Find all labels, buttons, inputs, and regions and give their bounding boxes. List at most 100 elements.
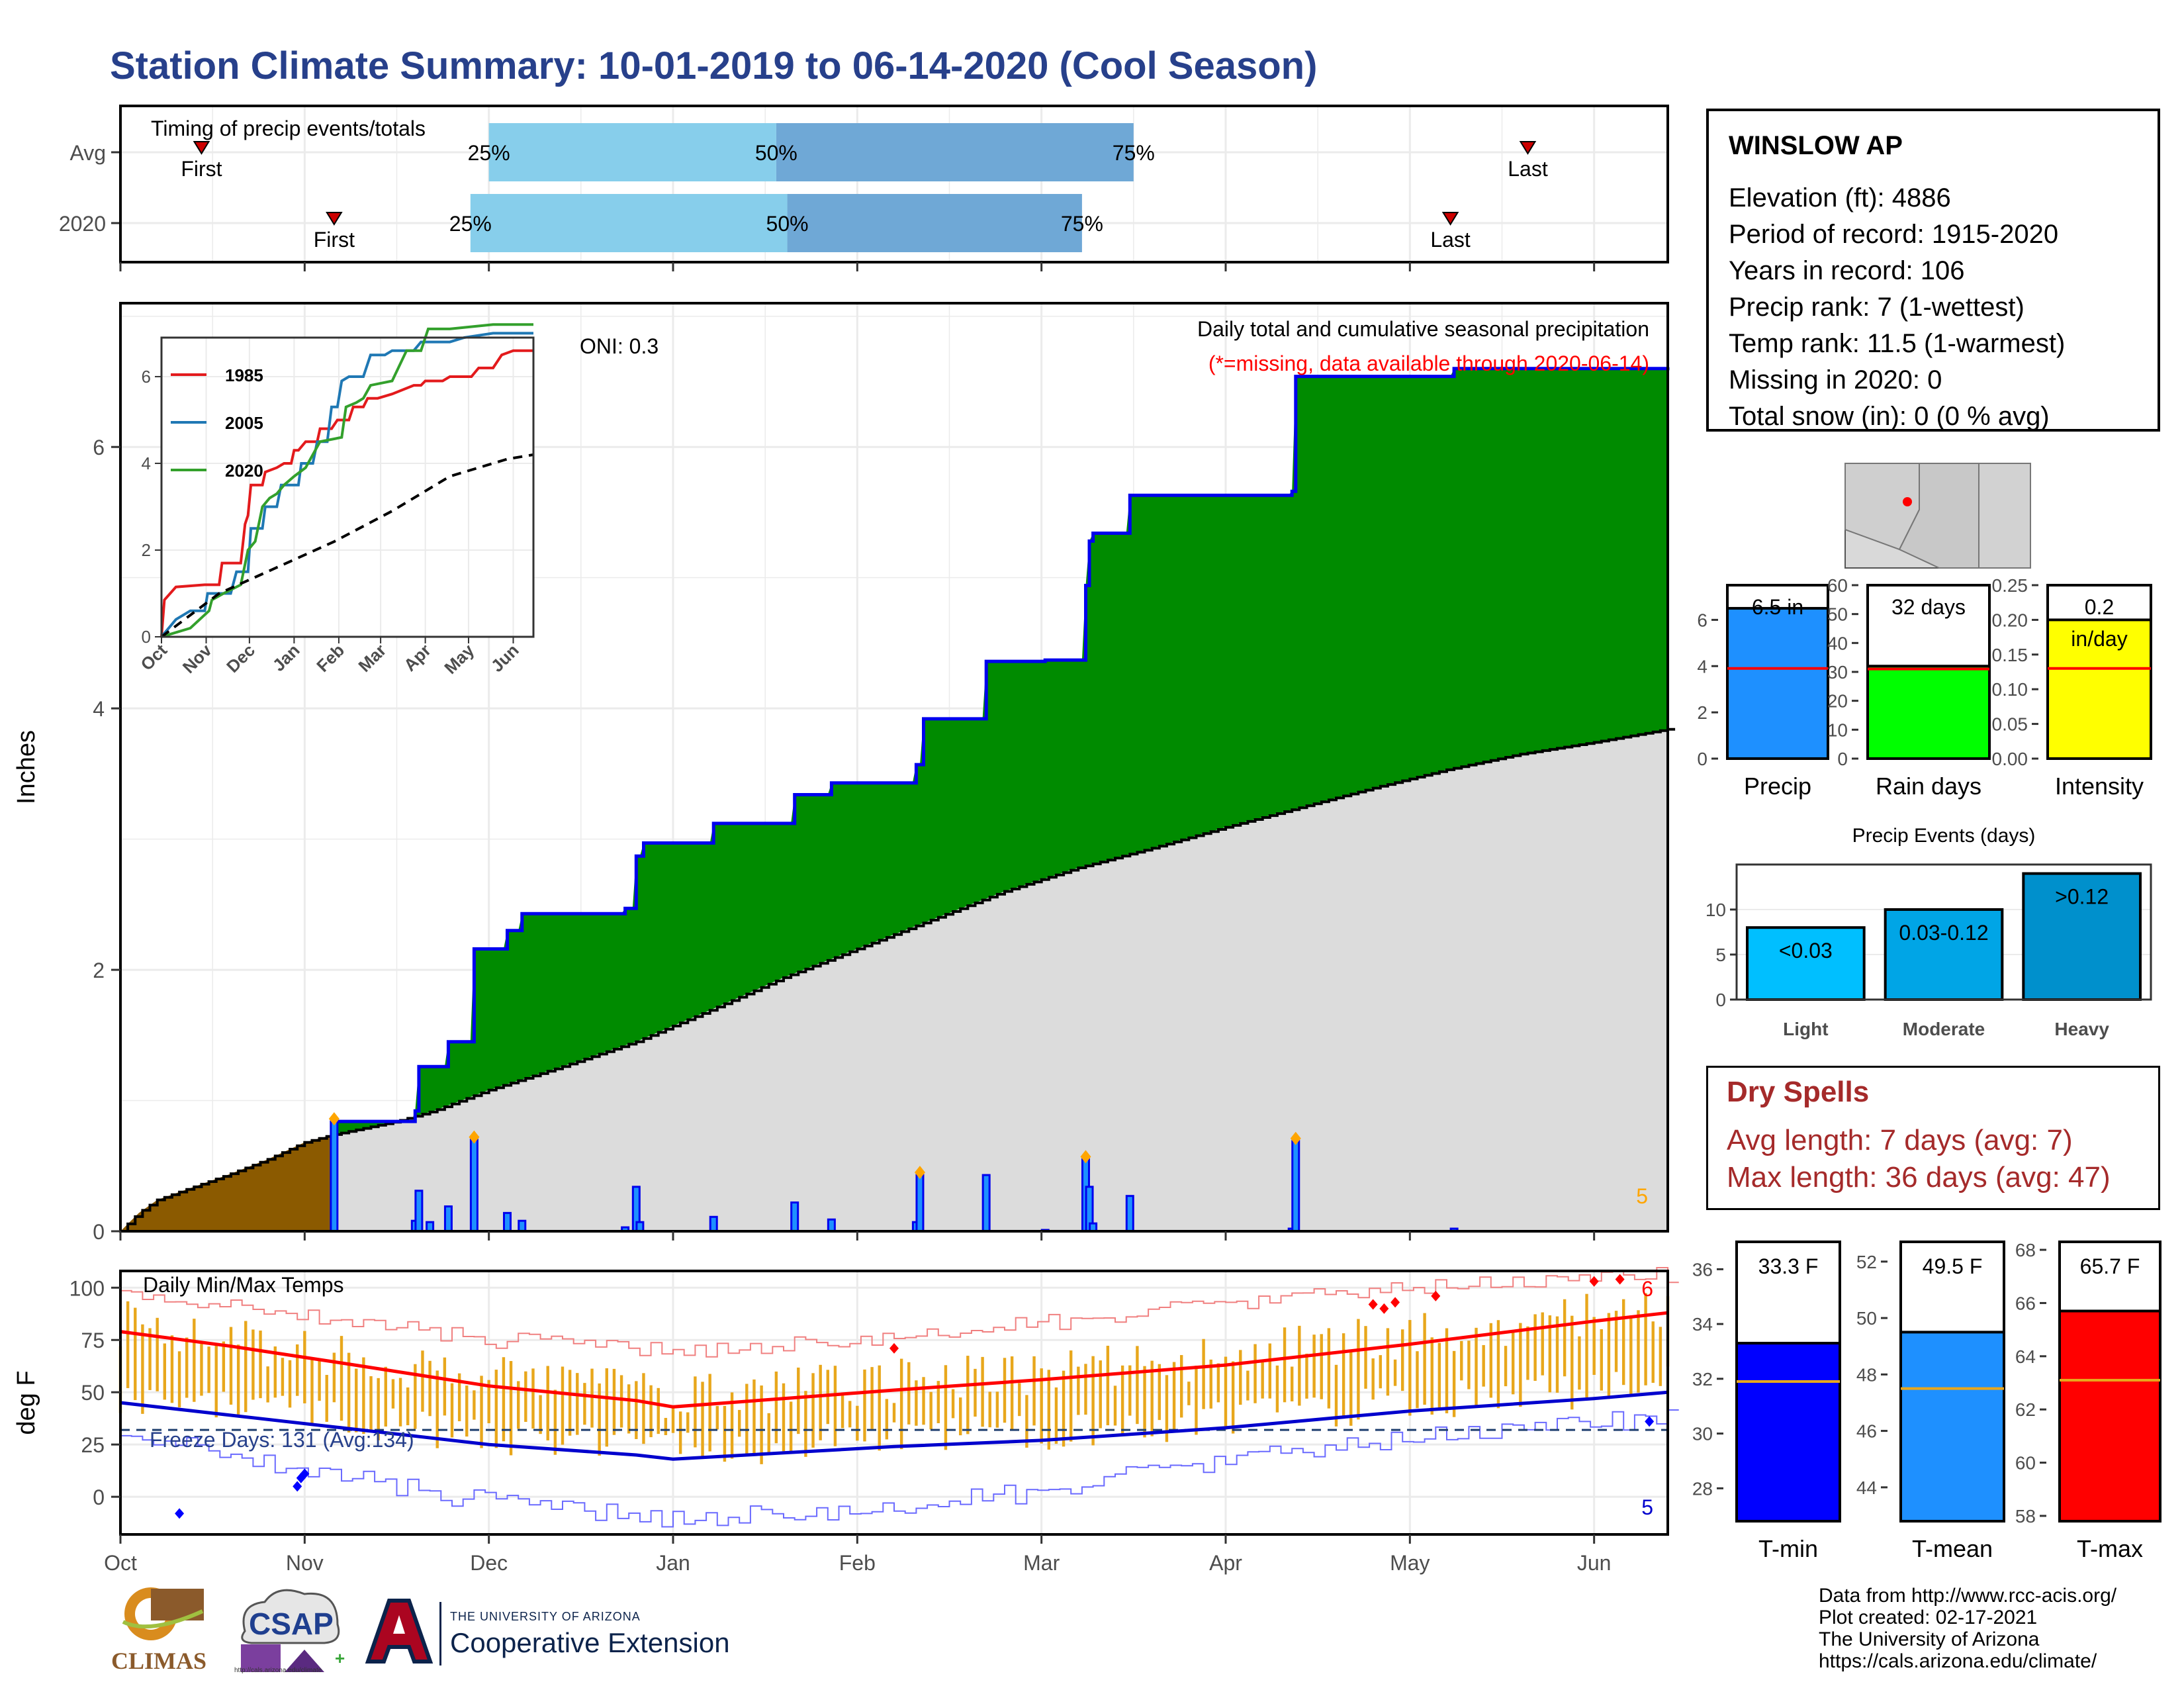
temp-daily-bar (1120, 1365, 1124, 1435)
temp-daily-bar (966, 1356, 970, 1434)
temp-daily-bar (251, 1329, 255, 1400)
inset-legend-label: 2020 (225, 461, 263, 481)
temp-daily-bar (635, 1381, 638, 1439)
station-years: Years in record: 106 (1729, 256, 1965, 285)
temp-daily-bar (1275, 1365, 1279, 1413)
temp-daily-bar (1231, 1361, 1235, 1434)
temp-daily-bar (539, 1395, 542, 1434)
temp-record-high-marker (1589, 1276, 1599, 1287)
precip-oni-annotation: ONI: 0.3 (580, 334, 659, 358)
precip_total-ytick-label: 4 (1697, 656, 1707, 677)
temp-record-low-marker (300, 1468, 310, 1479)
temp-daily-bar (273, 1346, 277, 1398)
tmax-ytick-label: 64 (2015, 1346, 2036, 1367)
temp-daily-bar (288, 1360, 292, 1408)
precip-panel-border (119, 302, 1669, 1233)
temp-daily-bar (1143, 1366, 1146, 1438)
tmax-bar (2058, 1309, 2161, 1523)
timing-bar-q25-q50 (488, 123, 776, 181)
ua-logo-big-text: Cooperative Extension (450, 1627, 730, 1658)
temp-daily-bar (863, 1369, 866, 1442)
temp-freeze-annotation: Freeze Days: 131 (Avg:134) (150, 1428, 414, 1452)
climas-logo-text: CLIMAS (111, 1648, 207, 1674)
inset-bg (161, 338, 533, 637)
temp-record-high-marker (1390, 1297, 1400, 1308)
temp-daily-bar (1437, 1342, 1441, 1411)
temp-daily-bar (435, 1370, 439, 1448)
credit-plot-created: Plot created: 02-17-2021 (1819, 1607, 2038, 1628)
inset-legend-label: 1985 (225, 365, 263, 385)
temp-daily-bar (951, 1389, 955, 1419)
temp-daily-bar (1224, 1356, 1228, 1430)
temp-daily-bar (303, 1331, 306, 1404)
temp-daily-bar (1099, 1360, 1102, 1429)
precip_total-bar (1726, 606, 1829, 761)
temp-daily-bar (1195, 1366, 1198, 1435)
tmean-ytick-label: 50 (1856, 1308, 1877, 1329)
temp-daily-bar (369, 1376, 373, 1430)
temp-daily-bar (561, 1366, 565, 1445)
temp-daily-bar (1393, 1359, 1397, 1386)
station-period: Period of record: 1915-2020 (1729, 220, 2059, 249)
temp-daily-bar (428, 1360, 432, 1417)
precip-daily-bar (330, 1120, 339, 1233)
temp-daily-bar (1077, 1366, 1080, 1415)
timing-last-label: Last (1508, 157, 1548, 181)
temp-daily-bar (664, 1417, 668, 1435)
temp-daily-bar (502, 1357, 506, 1442)
precip-daily-bar (426, 1221, 435, 1233)
temp-daily-bar (281, 1358, 285, 1396)
temp-daily-bar (738, 1409, 741, 1437)
tmin-ytick-label: 32 (1692, 1369, 1713, 1389)
timing-q25-label: 25% (449, 212, 492, 236)
temp-daily-bar (1018, 1383, 1021, 1417)
temp-xtick-label: Mar (1023, 1551, 1060, 1575)
summary-precip_total: 6.5 in 0 2 4 6 Precip (1697, 584, 1837, 800)
temp-daily-bar (568, 1370, 572, 1436)
temp-daily-bar (531, 1368, 535, 1429)
temp-daily-bar (377, 1378, 380, 1440)
temp-daily-bar (1585, 1293, 1588, 1397)
timing-row-label: 2020 (59, 212, 106, 236)
temp-daily-bar (678, 1411, 682, 1454)
credit-data-source: Data from http://www.rcc-acis.org/ (1819, 1585, 2117, 1607)
timing-last-marker (1441, 212, 1459, 226)
temp-daily-bar (1629, 1315, 1633, 1396)
temp-title: Daily Min/Max Temps (143, 1273, 343, 1297)
temp-daily-bar (296, 1344, 299, 1396)
precip-daily-bar (709, 1215, 718, 1233)
summary-tmin: 33.3 F 28 30 32 34 36 T-min (1692, 1241, 1853, 1562)
temp-daily-bar (767, 1413, 770, 1453)
precip-top-event-marker (914, 1166, 925, 1180)
timing-bar-q25-q50 (470, 194, 788, 252)
tmean-ytick-label: 52 (1856, 1252, 1877, 1272)
timing-title: Timing of precip events/totals (151, 117, 426, 140)
temp-daily-bar (325, 1375, 328, 1422)
temp-daily-bar (1386, 1328, 1390, 1396)
ua-logo-small-text: THE UNIVERSITY OF ARIZONA (450, 1610, 641, 1623)
inset-ytick-label: 6 (142, 367, 151, 387)
temp-daily-bar (1091, 1356, 1095, 1446)
temp-daily-bar (126, 1301, 130, 1388)
tmin-ytick-label: 28 (1692, 1478, 1713, 1499)
tmin-value-label: 33.3 F (1758, 1254, 1819, 1278)
temp-ytick-label: 25 (81, 1433, 105, 1457)
temp-daily-bar (1180, 1355, 1183, 1418)
temp-daily-bar (193, 1319, 196, 1402)
dry-spells-max: Max length: 36 days (avg: 47) (1727, 1161, 2111, 1194)
temp-daily-bar (1659, 1327, 1662, 1386)
temp-daily-bar (774, 1371, 778, 1444)
summary-tmax: 65.7 F 58 60 62 64 66 68 T-max (2015, 1240, 2173, 1562)
temp-record-low-marker (175, 1508, 185, 1519)
station-temp-rank: Temp rank: 11.5 (1-warmest) (1729, 329, 2066, 358)
temp-daily-bar (384, 1366, 387, 1427)
temp-daily-bar (266, 1366, 269, 1403)
temp-daily-bar (1128, 1365, 1132, 1416)
temp-daily-bar (1489, 1323, 1492, 1398)
temp-daily-bar (819, 1364, 822, 1440)
precip-daily-bar (981, 1174, 991, 1233)
temp-daily-bar (1040, 1368, 1043, 1444)
precip-daily-bar (915, 1174, 925, 1233)
university-a-logo (363, 1595, 435, 1668)
